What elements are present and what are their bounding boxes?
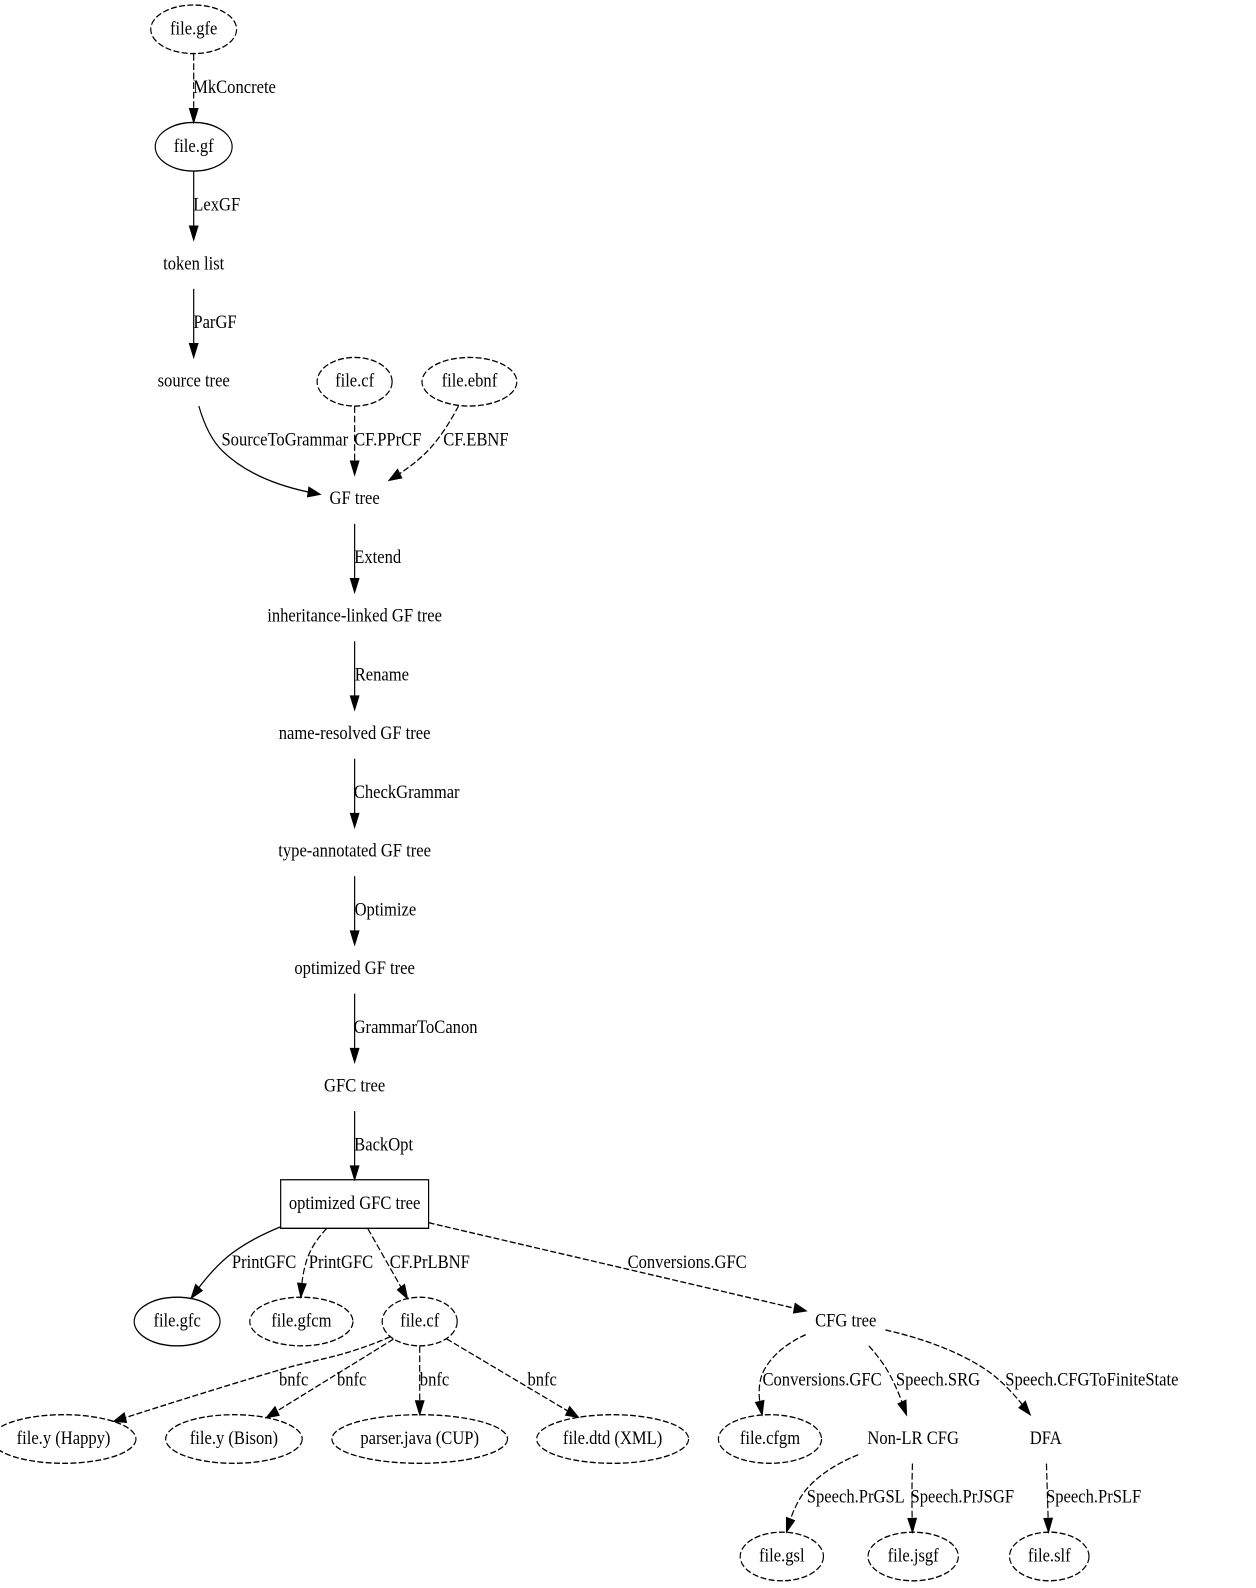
svg-text:file.cf: file.cf — [335, 370, 374, 391]
svg-text:CF.PPrCF: CF.PPrCF — [354, 428, 421, 449]
svg-text:GFC tree: GFC tree — [324, 1075, 385, 1096]
svg-text:LexGF: LexGF — [193, 193, 240, 214]
svg-text:Speech.PrSLF: Speech.PrSLF — [1046, 1486, 1141, 1507]
svg-text:file.jsgf: file.jsgf — [888, 1544, 939, 1565]
svg-text:file.cf: file.cf — [400, 1310, 439, 1331]
svg-text:Speech.CFGToFiniteState: Speech.CFGToFiniteState — [1005, 1368, 1178, 1389]
svg-text:PrintGFC: PrintGFC — [309, 1251, 373, 1272]
svg-text:file.gfcm: file.gfcm — [271, 1310, 331, 1331]
svg-text:optimized GF tree: optimized GF tree — [294, 957, 415, 978]
svg-text:ParGF: ParGF — [193, 311, 236, 332]
svg-text:source tree: source tree — [158, 370, 230, 391]
svg-text:optimized GFC tree: optimized GFC tree — [289, 1192, 421, 1213]
svg-text:CFG tree: CFG tree — [815, 1310, 876, 1331]
svg-text:GF tree: GF tree — [330, 487, 380, 508]
svg-text:PrintGFC: PrintGFC — [232, 1251, 296, 1272]
svg-text:name-resolved GF tree: name-resolved GF tree — [279, 722, 431, 743]
svg-text:file.gfc: file.gfc — [153, 1310, 200, 1331]
svg-text:file.slf: file.slf — [1028, 1544, 1071, 1565]
svg-text:CheckGrammar: CheckGrammar — [354, 781, 460, 802]
svg-text:DFA: DFA — [1030, 1427, 1062, 1448]
svg-text:file.gfe: file.gfe — [170, 17, 217, 38]
svg-text:BackOpt: BackOpt — [354, 1133, 413, 1154]
svg-text:file.y (Happy): file.y (Happy) — [17, 1427, 111, 1449]
svg-text:Speech.PrGSL: Speech.PrGSL — [807, 1486, 905, 1507]
svg-text:Speech.SRG: Speech.SRG — [896, 1368, 980, 1389]
svg-text:bnfc: bnfc — [279, 1368, 309, 1389]
svg-text:Rename: Rename — [355, 663, 409, 684]
svg-text:file.ebnf: file.ebnf — [442, 370, 498, 391]
svg-text:bnfc: bnfc — [420, 1368, 450, 1389]
svg-text:Speech.PrJSGF: Speech.PrJSGF — [911, 1486, 1015, 1507]
svg-text:file.cfgm: file.cfgm — [740, 1427, 800, 1448]
svg-text:file.dtd (XML): file.dtd (XML) — [563, 1427, 662, 1449]
svg-text:type-annotated GF tree: type-annotated GF tree — [278, 840, 431, 861]
svg-text:SourceToGrammar: SourceToGrammar — [221, 428, 348, 449]
svg-text:Optimize: Optimize — [355, 898, 417, 919]
svg-text:Extend: Extend — [354, 546, 401, 567]
svg-text:bnfc: bnfc — [527, 1368, 557, 1389]
svg-text:inheritance-linked GF tree: inheritance-linked GF tree — [267, 605, 442, 626]
svg-text:GrammarToCanon: GrammarToCanon — [354, 1016, 478, 1037]
svg-text:parser.java (CUP): parser.java (CUP) — [360, 1427, 479, 1449]
svg-text:CF.EBNF: CF.EBNF — [443, 428, 509, 449]
svg-text:MkConcrete: MkConcrete — [193, 76, 276, 97]
svg-text:token list: token list — [163, 252, 224, 273]
svg-text:Conversions.GFC: Conversions.GFC — [762, 1368, 881, 1389]
svg-text:Conversions.GFC: Conversions.GFC — [628, 1251, 747, 1272]
svg-text:file.y (Bison): file.y (Bison) — [190, 1427, 278, 1449]
svg-text:file.gsl: file.gsl — [759, 1544, 805, 1565]
svg-text:Non-LR CFG: Non-LR CFG — [867, 1427, 959, 1448]
svg-text:bnfc: bnfc — [337, 1368, 367, 1389]
svg-text:CF.PrLBNF: CF.PrLBNF — [390, 1251, 470, 1272]
svg-text:file.gf: file.gf — [174, 135, 214, 156]
